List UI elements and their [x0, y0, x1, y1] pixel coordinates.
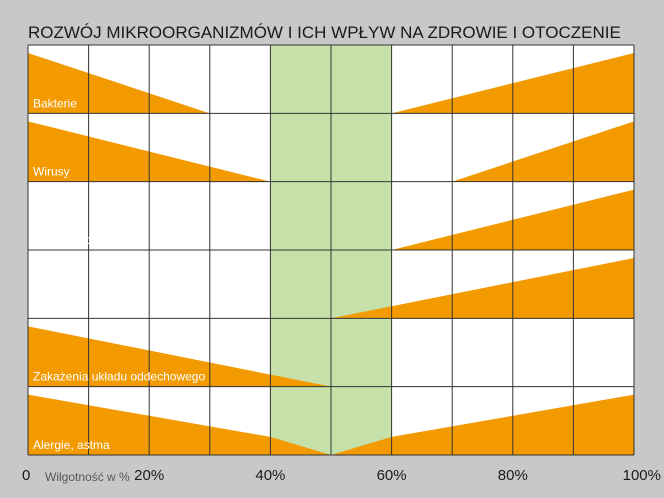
- x-tick-label: 0: [22, 467, 30, 484]
- series-label: Zakażenia układu oddechowego: [33, 370, 205, 384]
- series-label: Wirusy: [33, 165, 70, 179]
- band-4: [331, 258, 634, 319]
- x-tick-label: 40%: [255, 467, 285, 484]
- x-tick-label: 80%: [498, 467, 528, 484]
- series-label: Alergie, astma: [33, 438, 110, 452]
- series-label: Roztocza: [33, 301, 83, 315]
- x-tick-label: 100%: [623, 467, 661, 484]
- band-6: [28, 394, 634, 455]
- x-tick-label: 20%: [134, 467, 164, 484]
- x-axis-label: Wilgotność w %: [45, 470, 130, 484]
- series-label: Bakterie: [33, 96, 77, 110]
- series-label: Grzyby – pleśnie: [33, 233, 123, 247]
- x-tick-label: 60%: [377, 467, 407, 484]
- band-1: [28, 53, 634, 114]
- band-2: [28, 121, 634, 182]
- band-5: [28, 326, 331, 387]
- chart-title: ROZWÓJ MIKROORGANIZMÓW I ICH WPŁYW NA ZD…: [28, 23, 621, 42]
